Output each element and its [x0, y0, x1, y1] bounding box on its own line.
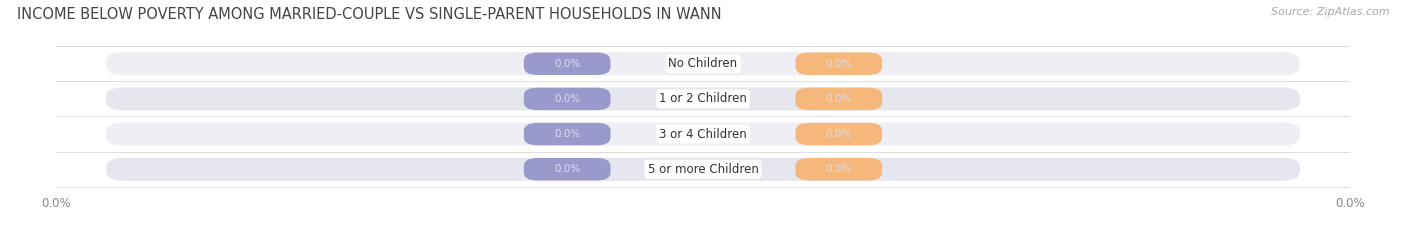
FancyBboxPatch shape [105, 123, 1301, 146]
Text: 0.0%: 0.0% [554, 59, 581, 69]
FancyBboxPatch shape [796, 88, 882, 110]
Text: No Children: No Children [668, 57, 738, 70]
Text: 0.0%: 0.0% [825, 129, 852, 139]
Text: 0.0%: 0.0% [825, 94, 852, 104]
FancyBboxPatch shape [796, 158, 882, 181]
Text: 3 or 4 Children: 3 or 4 Children [659, 128, 747, 140]
Text: INCOME BELOW POVERTY AMONG MARRIED-COUPLE VS SINGLE-PARENT HOUSEHOLDS IN WANN: INCOME BELOW POVERTY AMONG MARRIED-COUPL… [17, 7, 721, 22]
FancyBboxPatch shape [524, 52, 610, 75]
FancyBboxPatch shape [796, 123, 882, 145]
FancyBboxPatch shape [524, 158, 610, 181]
Text: 1 or 2 Children: 1 or 2 Children [659, 93, 747, 105]
Text: 0.0%: 0.0% [825, 164, 852, 174]
Text: Source: ZipAtlas.com: Source: ZipAtlas.com [1271, 7, 1389, 17]
Text: 0.0%: 0.0% [554, 129, 581, 139]
Text: 0.0%: 0.0% [554, 164, 581, 174]
Text: 0.0%: 0.0% [825, 59, 852, 69]
FancyBboxPatch shape [524, 88, 610, 110]
Text: 0.0%: 0.0% [554, 94, 581, 104]
FancyBboxPatch shape [105, 158, 1301, 181]
FancyBboxPatch shape [796, 52, 882, 75]
Text: 5 or more Children: 5 or more Children [648, 163, 758, 176]
FancyBboxPatch shape [524, 123, 610, 145]
FancyBboxPatch shape [105, 52, 1301, 75]
FancyBboxPatch shape [105, 87, 1301, 110]
